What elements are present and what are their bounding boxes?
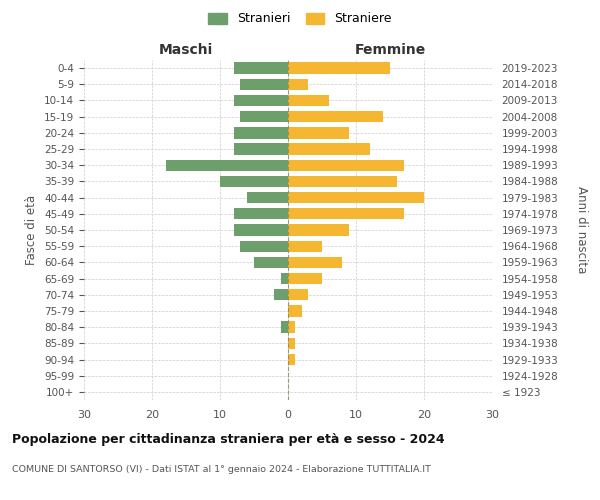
Bar — [241, 78, 288, 90]
Bar — [288, 176, 397, 187]
Bar — [288, 208, 404, 220]
Bar — [288, 273, 322, 284]
Bar — [233, 224, 288, 235]
Bar — [233, 127, 288, 138]
Bar — [288, 127, 349, 138]
Bar — [288, 160, 404, 171]
Bar — [166, 160, 288, 171]
Text: Femmine: Femmine — [355, 43, 425, 57]
Bar — [233, 208, 288, 220]
Bar — [288, 224, 349, 235]
Bar — [288, 338, 295, 349]
Bar — [288, 192, 424, 203]
Bar — [288, 256, 343, 268]
Bar — [233, 62, 288, 74]
Text: COMUNE DI SANTORSO (VI) - Dati ISTAT al 1° gennaio 2024 - Elaborazione TUTTITALI: COMUNE DI SANTORSO (VI) - Dati ISTAT al … — [12, 466, 431, 474]
Bar — [247, 192, 288, 203]
Bar — [254, 256, 288, 268]
Bar — [288, 306, 302, 316]
Bar — [288, 78, 308, 90]
Bar — [233, 144, 288, 154]
Y-axis label: Anni di nascita: Anni di nascita — [575, 186, 588, 274]
Bar — [288, 62, 390, 74]
Bar — [281, 273, 288, 284]
Bar — [288, 289, 308, 300]
Bar — [288, 322, 295, 333]
Bar — [281, 322, 288, 333]
Text: Maschi: Maschi — [159, 43, 213, 57]
Bar — [288, 240, 322, 252]
Legend: Stranieri, Straniere: Stranieri, Straniere — [205, 8, 395, 29]
Bar — [241, 240, 288, 252]
Text: Popolazione per cittadinanza straniera per età e sesso - 2024: Popolazione per cittadinanza straniera p… — [12, 432, 445, 446]
Bar — [288, 354, 295, 365]
Bar — [233, 95, 288, 106]
Bar — [288, 95, 329, 106]
Bar — [241, 111, 288, 122]
Bar — [288, 144, 370, 154]
Bar — [274, 289, 288, 300]
Bar — [288, 111, 383, 122]
Y-axis label: Fasce di età: Fasce di età — [25, 195, 38, 265]
Bar — [220, 176, 288, 187]
